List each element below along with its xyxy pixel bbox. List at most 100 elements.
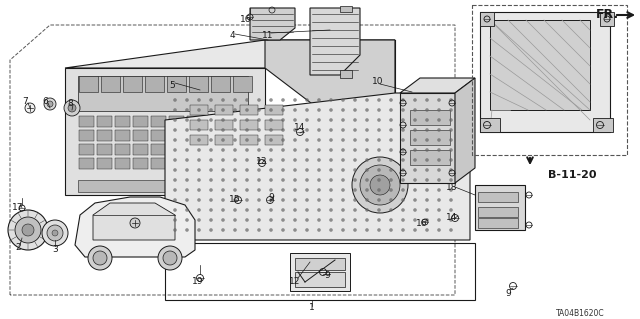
Circle shape — [389, 178, 393, 182]
Circle shape — [401, 188, 405, 192]
Bar — [151, 130, 166, 141]
Circle shape — [197, 98, 201, 102]
Circle shape — [317, 128, 321, 132]
Circle shape — [233, 198, 237, 202]
Circle shape — [281, 168, 285, 172]
Bar — [189, 76, 208, 92]
Circle shape — [317, 138, 321, 142]
Circle shape — [413, 108, 417, 112]
Circle shape — [185, 198, 189, 202]
Circle shape — [68, 104, 76, 112]
Circle shape — [221, 218, 225, 222]
Circle shape — [389, 118, 393, 122]
Circle shape — [197, 138, 201, 142]
Polygon shape — [93, 203, 175, 240]
Circle shape — [173, 98, 177, 102]
Circle shape — [185, 158, 189, 162]
Circle shape — [197, 118, 201, 122]
Circle shape — [305, 128, 309, 132]
Circle shape — [257, 108, 261, 112]
Circle shape — [305, 218, 309, 222]
Circle shape — [353, 168, 357, 172]
Bar — [472, 5, 627, 155]
Circle shape — [293, 158, 297, 162]
Circle shape — [44, 98, 56, 110]
Polygon shape — [455, 78, 475, 183]
Circle shape — [209, 218, 212, 222]
Circle shape — [269, 118, 273, 122]
Circle shape — [329, 228, 333, 232]
Circle shape — [305, 138, 309, 142]
Circle shape — [245, 218, 249, 222]
Circle shape — [353, 178, 357, 182]
Circle shape — [293, 108, 297, 112]
Circle shape — [353, 98, 357, 102]
Circle shape — [353, 228, 357, 232]
Circle shape — [413, 178, 417, 182]
Bar — [133, 130, 148, 141]
Circle shape — [281, 148, 285, 152]
Circle shape — [329, 208, 333, 212]
Circle shape — [413, 188, 417, 192]
Circle shape — [245, 148, 249, 152]
Circle shape — [317, 218, 321, 222]
Polygon shape — [480, 12, 610, 132]
Circle shape — [365, 188, 369, 192]
Circle shape — [195, 160, 205, 170]
Circle shape — [389, 208, 393, 212]
Circle shape — [22, 224, 34, 236]
Circle shape — [185, 98, 189, 102]
Bar — [115, 130, 130, 141]
Bar — [79, 76, 98, 92]
Circle shape — [437, 148, 441, 152]
Circle shape — [341, 198, 345, 202]
Circle shape — [209, 198, 212, 202]
Bar — [78, 180, 248, 192]
Circle shape — [353, 198, 357, 202]
Bar — [190, 105, 208, 115]
Circle shape — [233, 128, 237, 132]
Polygon shape — [310, 8, 360, 75]
Circle shape — [269, 208, 273, 212]
Bar — [265, 105, 283, 115]
Polygon shape — [475, 185, 525, 230]
Circle shape — [173, 118, 177, 122]
Circle shape — [197, 208, 201, 212]
Bar — [187, 116, 202, 127]
Circle shape — [341, 108, 345, 112]
Circle shape — [425, 158, 429, 162]
Bar — [480, 118, 500, 132]
Bar — [133, 116, 148, 127]
Bar — [97, 158, 112, 169]
Circle shape — [245, 168, 249, 172]
Circle shape — [185, 228, 189, 232]
Circle shape — [401, 228, 405, 232]
Circle shape — [449, 228, 453, 232]
Circle shape — [425, 208, 429, 212]
Circle shape — [293, 218, 297, 222]
Circle shape — [185, 128, 189, 132]
Bar — [478, 192, 518, 202]
Circle shape — [173, 158, 177, 162]
Circle shape — [281, 218, 285, 222]
Bar — [151, 144, 166, 155]
Circle shape — [88, 246, 112, 270]
Bar — [478, 218, 518, 228]
Circle shape — [257, 158, 261, 162]
Circle shape — [233, 138, 237, 142]
Circle shape — [317, 98, 321, 102]
Circle shape — [305, 108, 309, 112]
Circle shape — [329, 178, 333, 182]
Circle shape — [257, 168, 261, 172]
Bar — [205, 116, 220, 127]
Circle shape — [221, 128, 225, 132]
Bar — [133, 158, 148, 169]
Bar — [97, 144, 112, 155]
Circle shape — [353, 148, 357, 152]
Circle shape — [341, 118, 345, 122]
Circle shape — [413, 228, 417, 232]
Circle shape — [329, 118, 333, 122]
Text: 16: 16 — [416, 219, 428, 227]
Circle shape — [389, 158, 393, 162]
Circle shape — [173, 188, 177, 192]
